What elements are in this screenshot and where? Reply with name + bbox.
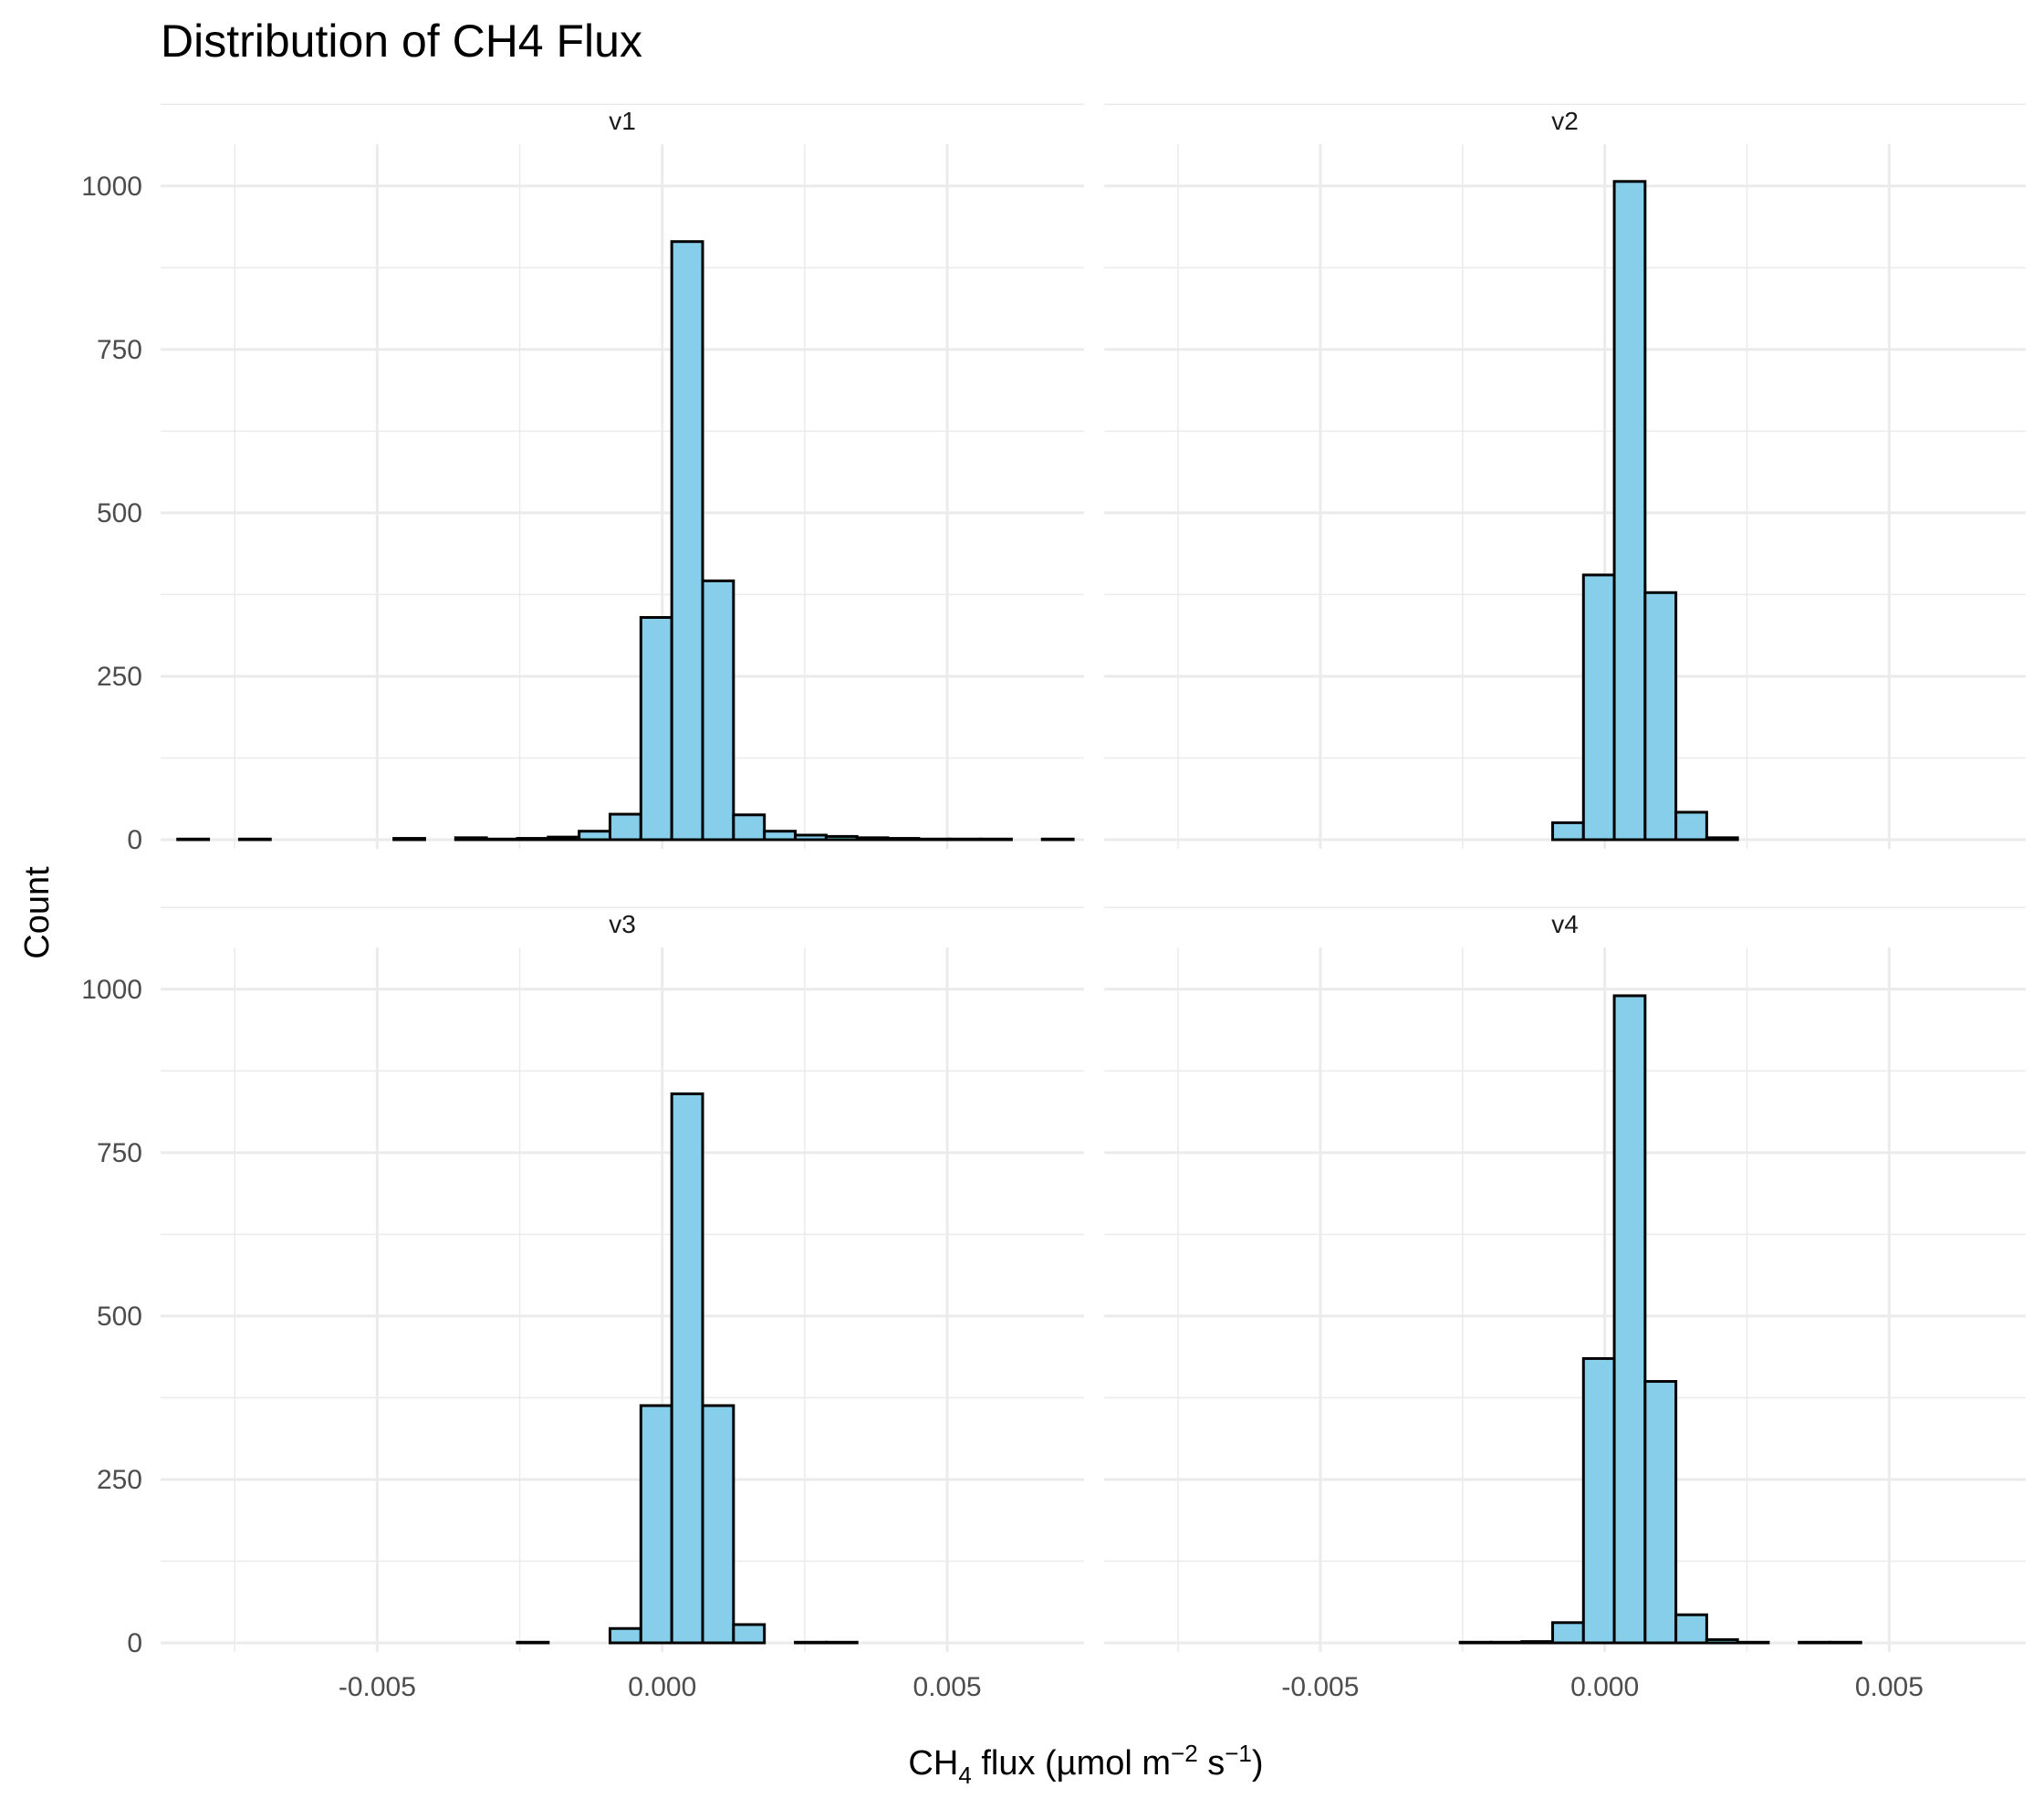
y-tick-label: 1000 (81, 975, 142, 1005)
facet-panel-v4: v4 -0.005 0.000 0.005 (1104, 906, 2026, 1702)
histogram-bar (1828, 1640, 1862, 1645)
y-tick-label: 750 (97, 1138, 142, 1168)
histogram-bar (701, 579, 735, 842)
facets-layer: v1 0 250 500 750 1000 v2 v3 0 250 500 750 1000 -0.005… (81, 103, 2026, 1702)
x-tick-label: 0.000 (1570, 1672, 1639, 1702)
histogram-bar (824, 1640, 859, 1645)
histogram-bar (639, 615, 673, 842)
histogram-bar (763, 830, 798, 842)
chart-title: Distribution of CH4 Flux (161, 16, 642, 67)
histogram-bar (578, 830, 611, 842)
histogram-bar (516, 837, 550, 842)
y-tick-label: 250 (97, 1465, 142, 1495)
histogram-bar (917, 837, 952, 842)
y-tick-label: 500 (97, 498, 142, 528)
histogram-bar (454, 836, 488, 842)
histogram-bar (1798, 1640, 1831, 1645)
histogram-bar (732, 1623, 766, 1645)
histogram-bar (732, 813, 766, 842)
histogram-bar (855, 836, 890, 842)
x-axis-title-part: ) (1252, 1744, 1264, 1783)
histogram-bar (670, 1092, 704, 1645)
histogram-bar (1674, 1613, 1708, 1645)
facet-strip-label: v4 (1551, 910, 1579, 938)
histogram-bar (1458, 1640, 1493, 1645)
histogram-bar (701, 1404, 735, 1645)
histogram-bar (1581, 573, 1616, 842)
histogram-bar (608, 812, 642, 842)
histogram-bar (237, 837, 272, 842)
y-axis-title: Count (18, 866, 57, 959)
facet-strip-label: v1 (609, 107, 636, 135)
y-tick-label: 500 (97, 1302, 142, 1332)
y-tick-label: 250 (97, 662, 142, 692)
x-axis-title-part: flux (µmol m (972, 1744, 1171, 1783)
x-axis-title-subscript: 4 (958, 1762, 971, 1789)
y-tick-label: 0 (127, 825, 142, 855)
histogram-bar (948, 837, 983, 842)
histogram-bar (1705, 836, 1739, 842)
histogram-bar (1520, 1640, 1555, 1645)
histogram-bar (979, 837, 1013, 842)
histogram-bar (1736, 1640, 1770, 1645)
histogram-bar (1489, 1640, 1524, 1645)
histogram-bar (1551, 1621, 1585, 1645)
x-axis-title-superscript: −1 (1225, 1740, 1252, 1767)
x-tick-label: -0.005 (339, 1672, 416, 1702)
x-axis-title-part: CH (908, 1744, 958, 1783)
x-tick-label: -0.005 (1281, 1672, 1359, 1702)
histogram-bar (1643, 1380, 1678, 1645)
x-tick-label: 0.005 (1855, 1672, 1924, 1702)
facet-panel-v2: v2 (1104, 103, 2026, 849)
x-axis-title-superscript: −2 (1171, 1740, 1198, 1767)
y-tick-label: 0 (127, 1628, 142, 1658)
y-tick-label: 1000 (81, 172, 142, 202)
histogram-bar (1705, 1637, 1739, 1645)
facet-strip-label: v2 (1551, 107, 1579, 135)
x-tick-label: 0.000 (628, 1672, 696, 1702)
histogram-bar (1612, 994, 1647, 1645)
facet-panel-v3: v3 0 250 500 750 1000 -0.005 0.000 0.005 (81, 906, 1084, 1702)
histogram-bar (1581, 1356, 1616, 1645)
x-axis-title-part: s (1198, 1744, 1225, 1783)
histogram-bar (794, 1640, 828, 1645)
histogram-bar (1551, 821, 1585, 842)
histogram-bar (639, 1404, 673, 1645)
histogram-bar (608, 1626, 642, 1645)
histogram-bar (516, 1640, 550, 1645)
histogram-bar (485, 837, 519, 842)
histogram-bar (886, 837, 921, 842)
histogram-bar (794, 833, 828, 842)
histogram-bar (1612, 180, 1647, 842)
facet-strip-label: v3 (609, 910, 636, 938)
histogram-bar (176, 837, 211, 842)
histogram-bar (1674, 810, 1708, 842)
histogram-bar (547, 835, 581, 842)
histogram-bar (1040, 837, 1075, 842)
histogram-bar (824, 834, 859, 842)
x-tick-label: 0.005 (913, 1672, 982, 1702)
x-axis-title: CH4 flux (µmol m−2 s−1) (908, 1740, 1263, 1789)
y-tick-label: 750 (97, 335, 142, 365)
histogram-bar (670, 240, 704, 842)
histogram-bar (392, 837, 426, 842)
facet-panel-v1: v1 0 250 500 750 1000 (81, 103, 1084, 855)
histogram-bar (1643, 591, 1678, 842)
